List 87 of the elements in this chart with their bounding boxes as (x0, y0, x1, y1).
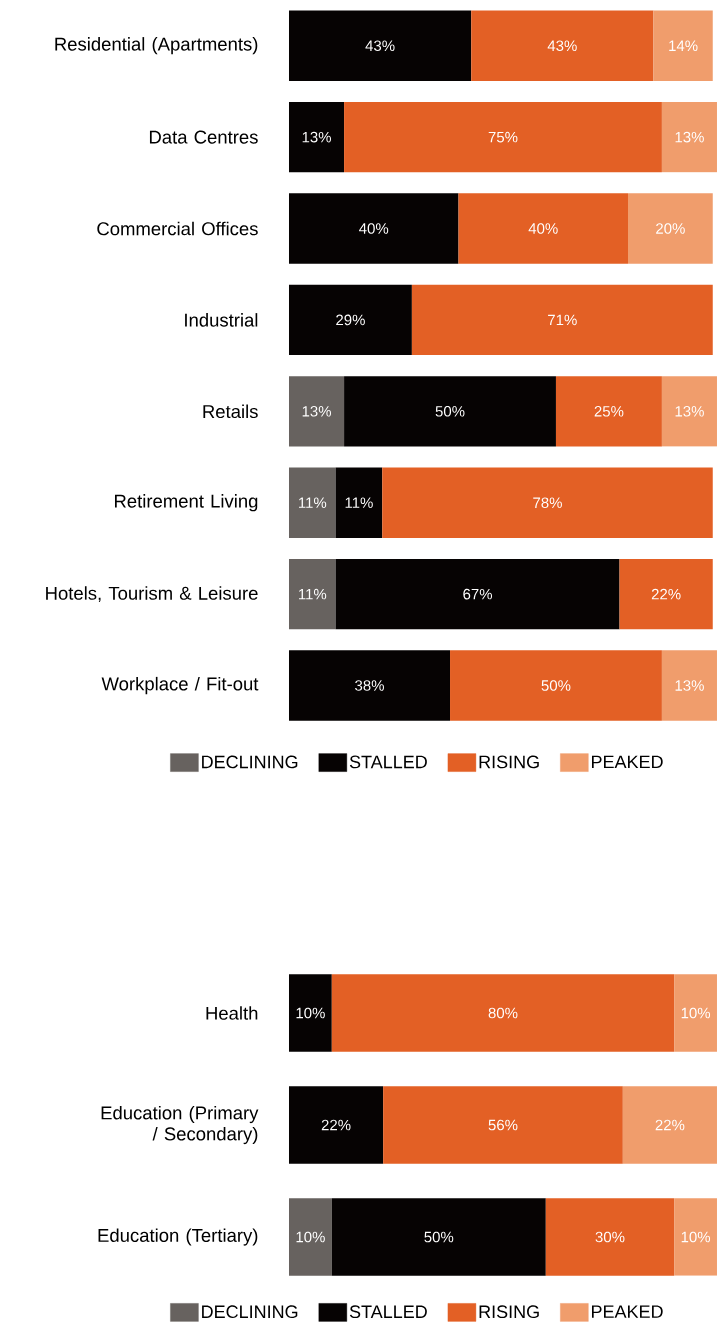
bar (382, 467, 713, 538)
bar (674, 974, 717, 1052)
bar (628, 193, 713, 264)
y-tick-label: Retirement Living (115, 494, 258, 512)
bar (289, 558, 336, 630)
legend-label: RISING (479, 1305, 539, 1319)
legend-label: STALLED (349, 1305, 427, 1319)
y-tick-label: Workplace / Fit-out (101, 676, 259, 695)
data-label: 67% (463, 588, 493, 600)
legend-label: DECLINING (202, 755, 298, 769)
data-label: 14% (669, 40, 698, 51)
bar (289, 467, 336, 538)
data-label: 29% (336, 314, 365, 326)
bar (289, 101, 345, 173)
data-label: 38% (355, 680, 384, 691)
data-label: 56% (488, 1119, 518, 1131)
bar (335, 558, 620, 630)
data-label: 40% (359, 223, 389, 234)
bar (289, 193, 459, 264)
data-label: 25% (594, 406, 624, 417)
legend-label: RISING (479, 755, 539, 769)
data-label: 50% (541, 680, 571, 691)
data-label: 10% (296, 1231, 325, 1243)
bar (471, 10, 654, 81)
data-label: 13% (302, 131, 331, 143)
data-label: 22% (651, 588, 681, 600)
data-label: 13% (675, 131, 704, 143)
data-label: 13% (675, 406, 704, 417)
bar (331, 1198, 546, 1276)
bar (289, 1086, 384, 1164)
data-label: 75% (488, 131, 518, 143)
bar (289, 10, 472, 81)
data-label: 11% (298, 497, 327, 508)
data-label: 71% (548, 314, 577, 326)
bar (661, 650, 717, 721)
bar (335, 467, 383, 538)
y-tick-label: Data Centres (149, 130, 258, 144)
data-label: 43% (547, 40, 577, 52)
data-label: 20% (656, 223, 685, 234)
data-label: 10% (296, 1007, 325, 1019)
data-label: 30% (595, 1231, 625, 1243)
data-label: 10% (681, 1007, 711, 1019)
bar (661, 376, 717, 447)
y-tick-label: Health (206, 1006, 258, 1020)
bar (458, 193, 628, 264)
bar (545, 1198, 675, 1276)
bar (622, 1086, 717, 1164)
bar (555, 376, 662, 447)
y-tick-label: Hotels, Tourism & Leisure (46, 586, 258, 602)
bar (289, 376, 345, 447)
y-tick-label: Industrial (185, 313, 258, 327)
data-label: 11% (298, 588, 327, 600)
legend-label: STALLED (349, 755, 427, 769)
bar (289, 284, 412, 356)
y-tick-label: Residential (Apartments) (55, 37, 258, 55)
data-label: 80% (488, 1007, 518, 1019)
data-label: 22% (655, 1119, 685, 1131)
legend-label: DECLINING (202, 1305, 298, 1319)
bar (344, 101, 662, 173)
data-label: 13% (302, 406, 331, 417)
bar (661, 101, 717, 173)
legend-label: PEAKED (592, 1305, 663, 1318)
bar (619, 558, 713, 630)
bar (674, 1198, 717, 1276)
data-label: 22% (321, 1119, 351, 1131)
data-label: 11% (345, 497, 373, 508)
y-tick-label: Education (Tertiary) (98, 1228, 258, 1246)
y-tick-label: Retails (203, 404, 258, 419)
bar (411, 284, 713, 356)
bar (450, 650, 662, 721)
data-label: 40% (528, 223, 558, 234)
bar (289, 650, 451, 721)
data-label: 78% (533, 497, 562, 509)
bar (289, 974, 332, 1052)
bar (653, 10, 713, 81)
y-tick-label: Commercial Offices (97, 221, 258, 236)
legend-label: PEAKED (592, 755, 663, 769)
data-label: 43% (365, 40, 395, 52)
data-label: 50% (435, 406, 465, 417)
bar (344, 376, 556, 447)
bar (331, 974, 675, 1052)
bar (289, 1198, 332, 1276)
bar (383, 1086, 623, 1164)
data-label: 50% (424, 1231, 454, 1243)
y-tick-label: Education (Primary / Secondary) (101, 1105, 259, 1145)
data-label: 13% (675, 680, 704, 691)
data-label: 10% (681, 1231, 711, 1243)
